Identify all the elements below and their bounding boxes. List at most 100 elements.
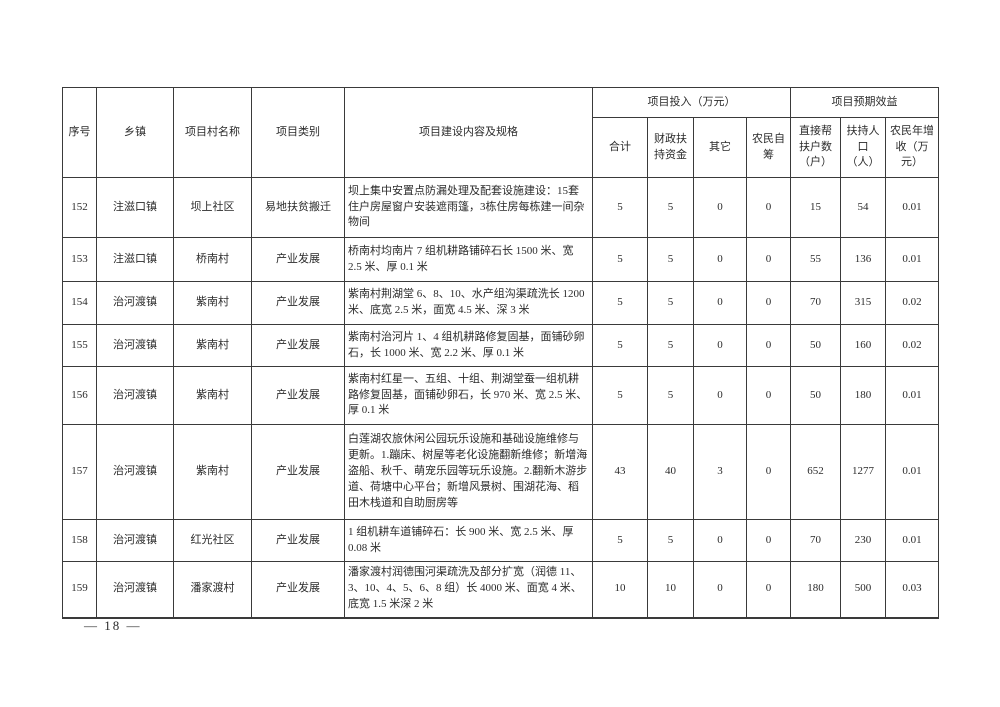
cell-fiscal: 5 bbox=[647, 281, 694, 325]
cell-population: 180 bbox=[840, 366, 886, 425]
cell-population: 230 bbox=[840, 519, 886, 562]
cell-total: 5 bbox=[592, 519, 648, 562]
header-no: 序号 bbox=[62, 87, 97, 178]
cell-content: 紫南村红星一、五组、十组、荆湖堂蚕一组机耕路修复固基，面铺砂卵石，长 970 米… bbox=[344, 366, 593, 425]
cell-households: 652 bbox=[790, 424, 841, 520]
cell-population: 160 bbox=[840, 324, 886, 367]
cell-other: 0 bbox=[693, 561, 747, 618]
cell-households: 50 bbox=[790, 324, 841, 367]
header-row-groups: 序号 乡镇 项目村名称 项目类别 项目建设内容及规格 项目投入（万元） 项目预期… bbox=[62, 87, 940, 178]
cell-self: 0 bbox=[746, 281, 791, 325]
cell-no: 157 bbox=[62, 424, 97, 520]
cell-village: 紫南村 bbox=[173, 366, 252, 425]
cell-fiscal: 5 bbox=[647, 366, 694, 425]
cell-category: 产业发展 bbox=[251, 366, 345, 425]
cell-other: 0 bbox=[693, 519, 747, 562]
cell-income: 0.01 bbox=[884, 237, 940, 282]
cell-no: 153 bbox=[62, 237, 97, 282]
cell-self: 0 bbox=[746, 324, 791, 367]
cell-town: 治河渡镇 bbox=[96, 366, 174, 425]
cell-no: 158 bbox=[62, 519, 97, 562]
header-village: 项目村名称 bbox=[173, 87, 252, 178]
cell-self: 0 bbox=[746, 561, 791, 618]
cell-village: 紫南村 bbox=[173, 424, 252, 520]
table-row: 155 治河渡镇 紫南村 产业发展 紫南村治河片 1、4 组机耕路修复固基，面铺砂卵石，… bbox=[62, 324, 940, 367]
cell-self: 0 bbox=[746, 237, 791, 282]
cell-content: 1 组机耕车道铺碎石：长 900 米、宽 2.5 米、厚 0.08 米 bbox=[344, 519, 593, 562]
cell-population: 315 bbox=[840, 281, 886, 325]
cell-fiscal: 40 bbox=[647, 424, 694, 520]
table-row: 153 注滋口镇 桥南村 产业发展 桥南村均南片 7 组机耕路铺碎石长 1500 米、宽… bbox=[62, 237, 940, 282]
table-row: 157 治河渡镇 紫南村 产业发展 白莲湖农旅休闲公园玩乐设施和基础设施维修与更新。1.… bbox=[62, 424, 940, 520]
cell-self: 0 bbox=[746, 424, 791, 520]
cell-households: 55 bbox=[790, 237, 841, 282]
table-body: 152 注滋口镇 坝上社区 易地扶贫搬迁 坝上集中安置点防漏处理及配套设施建设：15套住… bbox=[62, 177, 940, 618]
header-category: 项目类别 bbox=[251, 87, 345, 178]
cell-total: 5 bbox=[592, 324, 648, 367]
cell-town: 治河渡镇 bbox=[96, 281, 174, 325]
cell-population: 1277 bbox=[840, 424, 886, 520]
cell-town: 治河渡镇 bbox=[96, 424, 174, 520]
cell-other: 0 bbox=[693, 324, 747, 367]
page-number: — 18 — bbox=[84, 618, 142, 633]
cell-town: 治河渡镇 bbox=[96, 519, 174, 562]
cell-town: 治河渡镇 bbox=[96, 324, 174, 367]
cell-income: 0.01 bbox=[884, 366, 940, 425]
cell-self: 0 bbox=[746, 519, 791, 562]
cell-households: 70 bbox=[790, 281, 841, 325]
cell-total: 5 bbox=[592, 366, 648, 425]
cell-fiscal: 5 bbox=[647, 324, 694, 367]
cell-other: 0 bbox=[693, 281, 747, 325]
cell-fiscal: 5 bbox=[647, 177, 694, 238]
table-row: 158 治河渡镇 红光社区 产业发展 1 组机耕车道铺碎石：长 900 米、宽 2.5 … bbox=[62, 519, 940, 562]
cell-income: 0.01 bbox=[884, 519, 940, 562]
cell-category: 产业发展 bbox=[251, 281, 345, 325]
cell-total: 43 bbox=[592, 424, 648, 520]
cell-town: 注滋口镇 bbox=[96, 237, 174, 282]
cell-content: 桥南村均南片 7 组机耕路铺碎石长 1500 米、宽 2.5 米、厚 0.1 米 bbox=[344, 237, 593, 282]
cell-village: 紫南村 bbox=[173, 281, 252, 325]
cell-content: 紫南村荆湖堂 6、8、10、水产组沟渠疏洗长 1200 米、底宽 2.5 米，面… bbox=[344, 281, 593, 325]
header-town: 乡镇 bbox=[96, 87, 174, 178]
cell-total: 5 bbox=[592, 237, 648, 282]
cell-income: 0.02 bbox=[884, 281, 940, 325]
cell-total: 5 bbox=[592, 281, 648, 325]
cell-village: 红光社区 bbox=[173, 519, 252, 562]
cell-no: 154 bbox=[62, 281, 97, 325]
cell-total: 5 bbox=[592, 177, 648, 238]
cell-content: 潘家渡村润德围河渠疏洗及部分扩宽（润德 11、3、10、4、5、6、8 组）长 … bbox=[344, 561, 593, 618]
header-group-investment: 项目投入（万元） bbox=[592, 87, 791, 118]
header-households: 直接帮扶户数（户） bbox=[790, 117, 841, 178]
cell-self: 0 bbox=[746, 177, 791, 238]
cell-no: 156 bbox=[62, 366, 97, 425]
cell-other: 0 bbox=[693, 177, 747, 238]
cell-content: 紫南村治河片 1、4 组机耕路修复固基，面铺砂卵石，长 1000 米、宽 2.2… bbox=[344, 324, 593, 367]
cell-self: 0 bbox=[746, 366, 791, 425]
header-other: 其它 bbox=[693, 117, 747, 178]
table-row: 159 治河渡镇 潘家渡村 产业发展 潘家渡村润德围河渠疏洗及部分扩宽（润德 11、3、… bbox=[62, 561, 940, 618]
cell-content: 白莲湖农旅休闲公园玩乐设施和基础设施维修与更新。1.蹦床、树屋等老化设施翻新维修… bbox=[344, 424, 593, 520]
table-row: 154 治河渡镇 紫南村 产业发展 紫南村荆湖堂 6、8、10、水产组沟渠疏洗长 120… bbox=[62, 281, 940, 325]
cell-village: 潘家渡村 bbox=[173, 561, 252, 618]
table-row: 156 治河渡镇 紫南村 产业发展 紫南村红星一、五组、十组、荆湖堂蚕一组机耕路修复固基… bbox=[62, 366, 940, 425]
cell-content: 坝上集中安置点防漏处理及配套设施建设：15套住户房屋窗户安装遮雨篷，3栋住房每栋… bbox=[344, 177, 593, 238]
cell-income: 0.02 bbox=[884, 324, 940, 367]
cell-population: 136 bbox=[840, 237, 886, 282]
cell-income: 0.01 bbox=[884, 424, 940, 520]
cell-category: 产业发展 bbox=[251, 519, 345, 562]
cell-no: 159 bbox=[62, 561, 97, 618]
cell-income: 0.03 bbox=[884, 561, 940, 618]
cell-category: 产业发展 bbox=[251, 237, 345, 282]
cell-category: 产业发展 bbox=[251, 424, 345, 520]
header-self: 农民自筹 bbox=[746, 117, 791, 178]
header-row-sub: 合计 财政扶持资金 其它 农民自筹 直接帮扶户数（户） 扶持人口（人） 农民年增… bbox=[63, 117, 940, 178]
project-table: 序号 乡镇 项目村名称 项目类别 项目建设内容及规格 项目投入（万元） 项目预期… bbox=[62, 87, 940, 619]
cell-population: 500 bbox=[840, 561, 886, 618]
cell-income: 0.01 bbox=[884, 177, 940, 238]
cell-households: 70 bbox=[790, 519, 841, 562]
cell-no: 155 bbox=[62, 324, 97, 367]
cell-village: 桥南村 bbox=[173, 237, 252, 282]
cell-village: 坝上社区 bbox=[173, 177, 252, 238]
cell-other: 3 bbox=[693, 424, 747, 520]
